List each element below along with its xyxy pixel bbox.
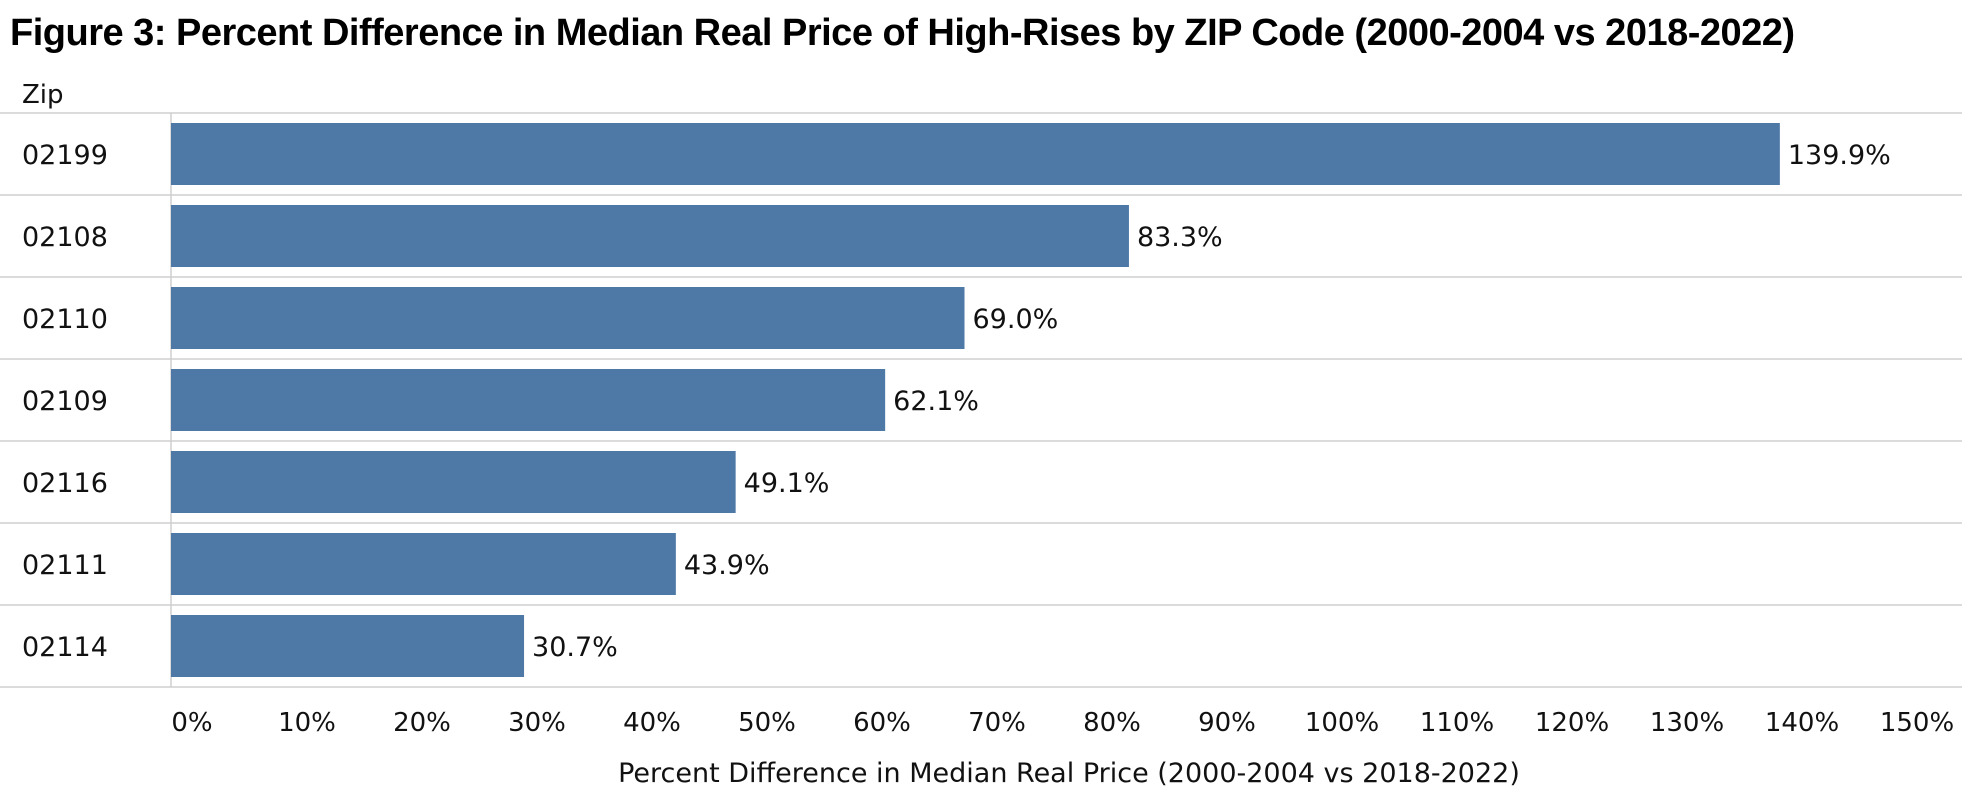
bar-value-label: 62.1% [893,386,979,417]
bar [171,205,1129,267]
category-label: 02109 [22,386,108,417]
chart-rows: 02199 139.9% 02108 83.3% 02110 69.0% 02109 62.1… [0,112,1962,688]
bar [171,369,886,431]
bar-value-label: 83.3% [1137,222,1223,253]
x-tick-label: 140% [1765,708,1839,738]
bar-value-label: 69.0% [973,304,1059,335]
category-label: 02108 [22,222,108,253]
bar-value-label: 30.7% [532,632,618,663]
x-tick-label: 10% [278,708,336,738]
row-header-label: Zip [22,80,64,110]
x-tick-label: 130% [1650,708,1724,738]
x-tick-label: 0% [171,708,212,738]
bar [171,287,965,349]
bar [171,123,1780,185]
bar [171,451,736,513]
category-label: 02110 [22,304,108,335]
category-label: 02116 [22,468,108,499]
x-tick-label: 120% [1535,708,1609,738]
x-tick-label: 110% [1420,708,1494,738]
bar-value-label: 139.9% [1788,140,1891,171]
x-tick-label: 150% [1880,708,1954,738]
bar [171,533,676,595]
category-label: 02199 [22,140,108,171]
x-tick-label: 80% [1083,708,1141,738]
x-tick-label: 20% [393,708,451,738]
bar [171,615,525,677]
x-axis-title: Percent Difference in Median Real Price … [618,758,1520,789]
x-tick-label: 30% [508,708,566,738]
category-label: 02114 [22,632,108,663]
x-tick-label: 50% [738,708,796,738]
x-tick-label: 100% [1305,708,1379,738]
bar-value-label: 43.9% [684,550,770,581]
x-tick-label: 40% [623,708,681,738]
bar-value-label: 49.1% [744,468,830,499]
category-label: 02111 [22,550,108,581]
x-tick-label: 90% [1198,708,1256,738]
chart-title: Figure 3: Percent Difference in Median R… [10,12,1795,54]
x-axis-ticks: 0% 10% 20% 30% 40% 50% 60% 70% 80% 90% 100% 110% 120… [171,708,1954,738]
x-tick-label: 60% [853,708,911,738]
x-tick-label: 70% [968,708,1026,738]
